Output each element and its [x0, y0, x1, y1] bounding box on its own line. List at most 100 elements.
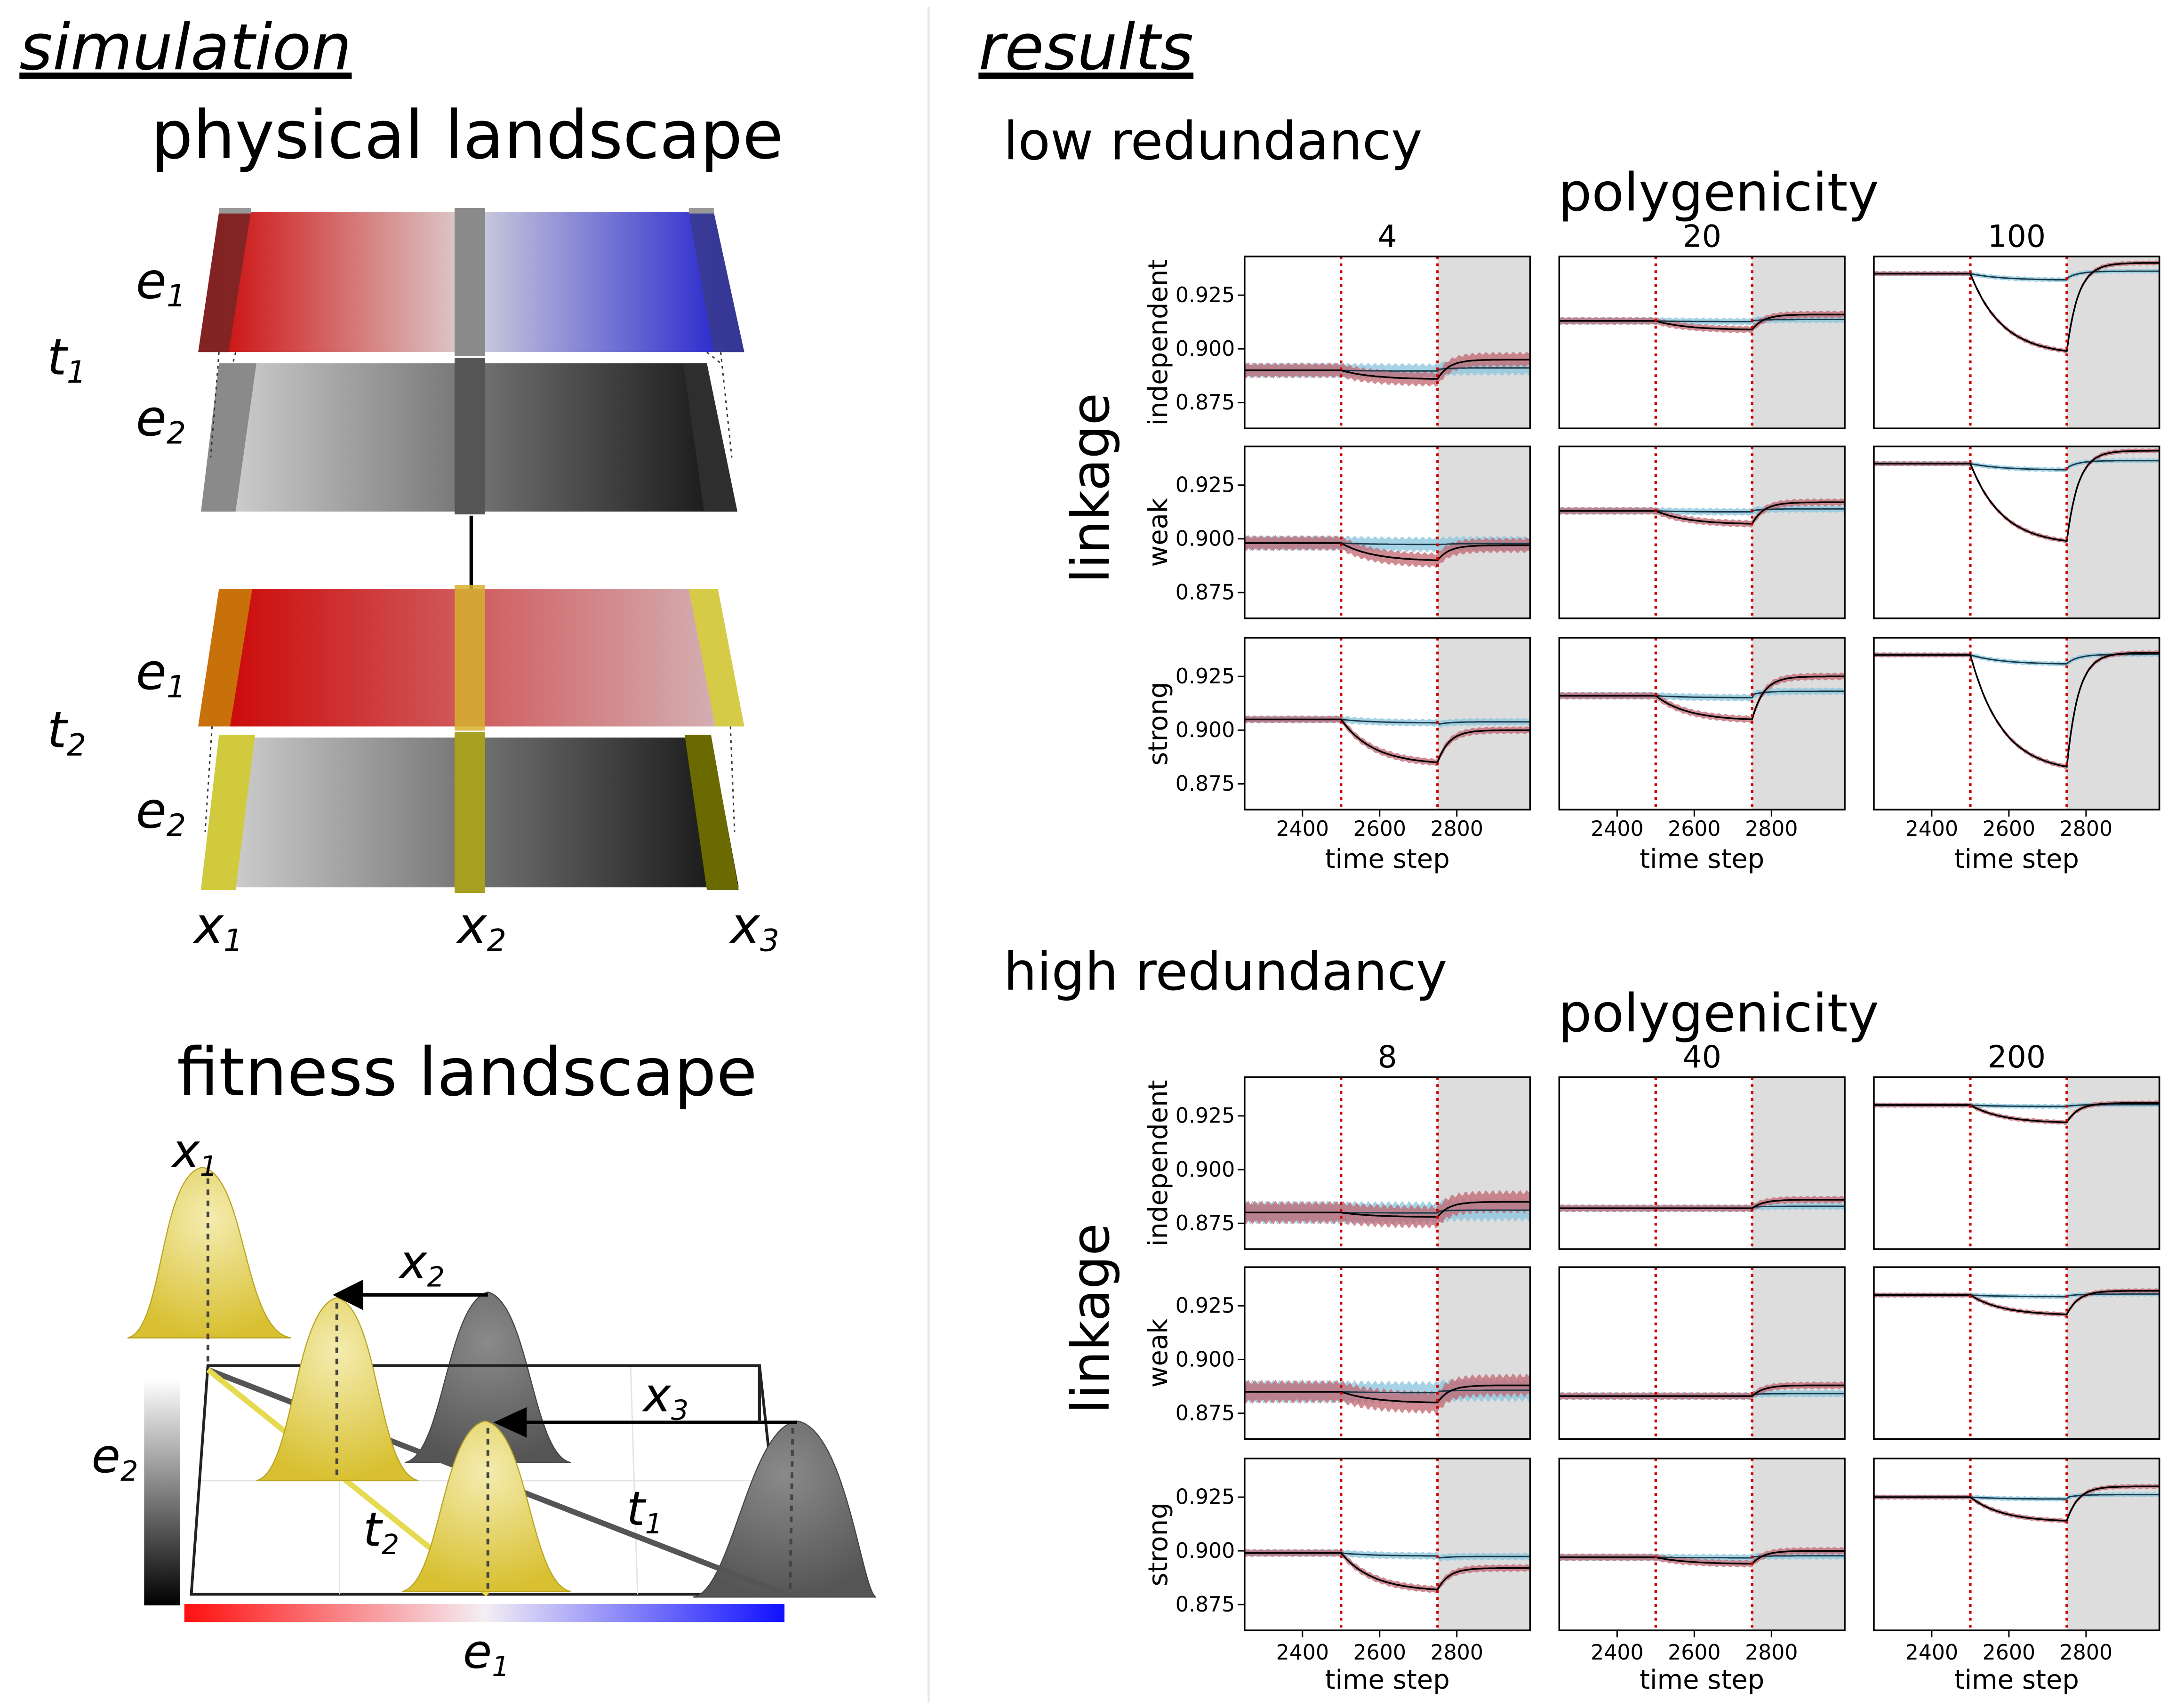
- result-panel: [1238, 637, 1531, 817]
- x-axis-label: time step: [1954, 844, 2079, 874]
- treatment-band: [1244, 1190, 1530, 1229]
- result-panel: [1873, 256, 2160, 429]
- x-tick-label: 2400: [1276, 1641, 1329, 1665]
- result-panel: [1238, 445, 1531, 619]
- fitness-x2-label: x2: [398, 1235, 445, 1293]
- treatment-mean-line: [1244, 1201, 1530, 1218]
- treatment-band: [1244, 715, 1530, 766]
- panel-frame: [1558, 1458, 1846, 1631]
- treatment-mean-line: [1244, 542, 1530, 561]
- peak-x3-t2: [401, 1420, 571, 1592]
- x-tick-label: 2800: [1431, 817, 1483, 841]
- y-tick-label: 0.900: [1176, 1347, 1235, 1371]
- x2-label: x2: [456, 897, 506, 959]
- column-label: 40: [1683, 1040, 1721, 1075]
- post-shock-shade: [1437, 1267, 1530, 1439]
- linkage-label: linkage: [1060, 393, 1121, 583]
- panel-frame: [1873, 1458, 2160, 1631]
- row-label: independent: [1143, 1080, 1174, 1247]
- y-tick-label: 0.875: [1176, 772, 1235, 796]
- panel-frame: [1244, 637, 1531, 811]
- x-tick-label: 2800: [2060, 817, 2112, 841]
- post-shock-shade: [1437, 1458, 1530, 1631]
- row-label: weak: [1143, 1318, 1174, 1387]
- y-tick-label: 0.875: [1176, 581, 1235, 605]
- row-label: independent: [1143, 259, 1174, 426]
- post-shock-shade: [2066, 1458, 2160, 1631]
- treatment-mean-line: [1244, 359, 1530, 380]
- treatment-band: [1244, 1373, 1530, 1414]
- result-panel: [1873, 445, 2160, 619]
- x-tick-label: 2600: [1353, 817, 1406, 841]
- results-grid: low redundancy polygenicity linkage 4 time s…: [1003, 111, 2160, 1695]
- result-panel: [1238, 1266, 1531, 1440]
- panel-frame: [1244, 1458, 1531, 1631]
- y-tick-label: 0.925: [1176, 1294, 1235, 1318]
- x-tick-label: 2400: [1591, 1641, 1643, 1665]
- peak-x2-t2: [256, 1297, 419, 1482]
- e1-color-axis: [184, 1604, 784, 1622]
- post-shock-shade: [2066, 256, 2160, 429]
- result-panel: [1558, 1076, 1846, 1250]
- polygenicity-label: polygenicity: [1558, 983, 1879, 1044]
- x-tick-label: 2800: [1431, 1641, 1483, 1665]
- section-title: low redundancy: [1003, 111, 1422, 172]
- treatment-band: [1873, 1483, 2160, 1524]
- polygenicity-label: polygenicity: [1558, 162, 1879, 224]
- panel-frame: [1873, 637, 2160, 811]
- fitness-t2-label: t2: [363, 1502, 400, 1561]
- y-tick-label: 0.875: [1176, 391, 1235, 415]
- x-tick-label: 2600: [1668, 1641, 1720, 1665]
- panel-frame: [1558, 1266, 1846, 1440]
- treatment-mean-line: [1873, 262, 2160, 352]
- section-title: high redundancy: [1003, 941, 1447, 1002]
- x-tick-label: 2800: [1745, 817, 1798, 841]
- result-panel: [1238, 1458, 1531, 1637]
- x-tick-label: 2400: [1276, 817, 1329, 841]
- results-heading: results: [978, 10, 1193, 84]
- panel-frame: [1244, 1266, 1531, 1440]
- treatment-mean-line: [1244, 1384, 1530, 1403]
- e2-label-t1: e2: [136, 390, 186, 451]
- post-shock-shade: [2066, 637, 2160, 810]
- panel-frame: [1558, 445, 1846, 619]
- result-panel: [1558, 445, 1846, 619]
- x-axis-label: time step: [1954, 1665, 2079, 1695]
- panel-frame: [1873, 1266, 2160, 1440]
- x-tick-label: 2800: [1745, 1641, 1798, 1665]
- x-tick-label: 2600: [1983, 1641, 2035, 1665]
- y-tick-label: 0.925: [1176, 665, 1235, 689]
- treatment-mean-line: [1244, 718, 1530, 763]
- treatment-mean-line: [1873, 1290, 2160, 1315]
- fitness-x1-label: x1: [170, 1123, 217, 1182]
- post-shock-shade: [1752, 637, 1845, 810]
- treatment-mean-line: [1559, 1384, 1845, 1397]
- y-tick-label: 0.900: [1176, 1158, 1235, 1182]
- layer-t2-e2: [201, 726, 739, 893]
- physical-landscape-title: physical landscape: [151, 97, 783, 174]
- column-label: 4: [1378, 219, 1397, 254]
- linkage-label: linkage: [1060, 1223, 1121, 1413]
- treatment-mean-line: [1873, 449, 2160, 542]
- y-tick-label: 0.875: [1176, 1401, 1235, 1425]
- results-panel: results low redundancy polygenicity linkag…: [978, 10, 2160, 1695]
- x-axis-label: time step: [1325, 1665, 1450, 1695]
- x-tick-label: 2400: [1905, 817, 1958, 841]
- fitness-t1-label: t1: [626, 1481, 663, 1540]
- x-tick-label: 2400: [1905, 1641, 1958, 1665]
- fitness-e2-label: e2: [91, 1428, 138, 1487]
- treatment-mean-line: [1559, 1199, 1845, 1209]
- result-panel: [1238, 256, 1531, 429]
- result-panel: [1558, 1266, 1846, 1440]
- fitness-e1-label: e1: [463, 1624, 510, 1683]
- treatment-mean-line: [1873, 1485, 2160, 1522]
- y-tick-label: 0.900: [1176, 527, 1235, 551]
- row-label: strong: [1143, 682, 1174, 766]
- treatment-mean-line: [1559, 675, 1845, 721]
- result-panel: [1873, 1076, 2160, 1250]
- t1-label: t1: [47, 329, 86, 390]
- x1-label: x1: [192, 897, 243, 959]
- treatment-mean-line: [1559, 501, 1845, 525]
- x3-label: x3: [729, 897, 779, 959]
- post-shock-shade: [1437, 446, 1530, 618]
